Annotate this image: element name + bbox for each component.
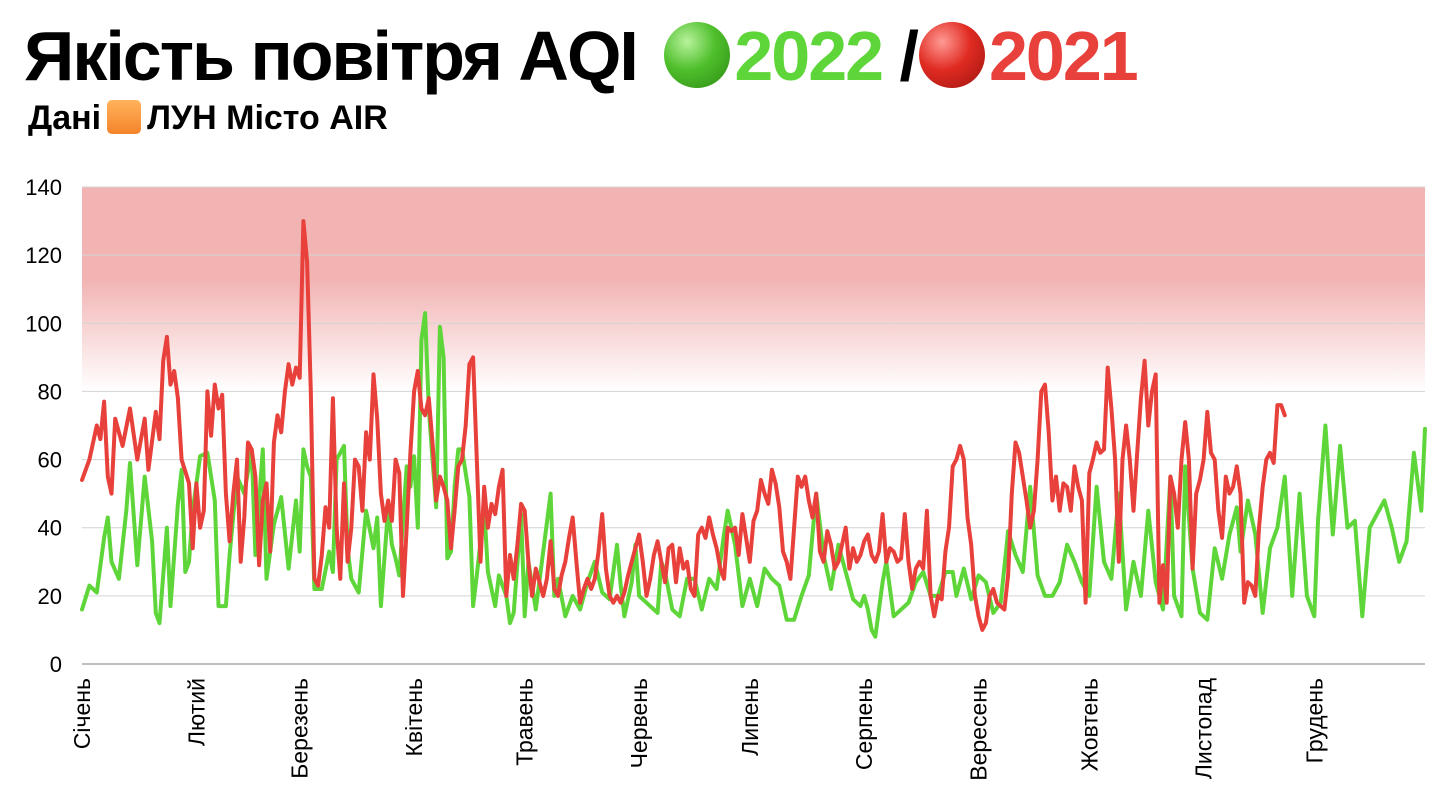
x-tick-label: Грудень <box>1301 678 1327 763</box>
danger-band-layer <box>82 187 1425 392</box>
subtitle-source: ЛУН Місто AIR <box>147 99 388 137</box>
subtitle-prefix: Дані <box>28 99 102 137</box>
x-axis: Січень Лютий Березень Квітень Травень Червень… <box>69 677 1327 780</box>
x-tick-label: Жовтень <box>1076 678 1102 771</box>
series-layer <box>80 219 1427 639</box>
y-tick-label: 0 <box>50 652 62 677</box>
x-tick-label: Січень <box>69 678 95 749</box>
x-tick-label: Червень <box>626 678 652 768</box>
title-main: Якість повітря AQI <box>24 17 639 95</box>
red-circle-icon <box>918 22 985 88</box>
green-circle-icon <box>664 22 731 88</box>
y-tick-label: 40 <box>38 516 62 541</box>
title-year-2022: 2022 <box>734 17 884 95</box>
y-axis: 0 20 40 60 80 100 120 140 <box>25 175 62 677</box>
chart-subtitle: Дані ЛУН Місто AIR <box>28 96 388 140</box>
y-tick-label: 60 <box>38 448 62 473</box>
y-tick-label: 140 <box>25 175 62 200</box>
y-tick-label: 20 <box>38 584 62 609</box>
x-tick-label: Липень <box>737 678 763 756</box>
y-tick-label: 80 <box>38 379 62 404</box>
title-year-2021: 2021 <box>988 17 1139 95</box>
y-tick-label: 120 <box>25 243 62 268</box>
danger-zone-band <box>82 187 1425 392</box>
x-tick-label: Вересень <box>966 678 992 781</box>
x-tick-label: Серпень <box>851 678 877 770</box>
series-line-2021 <box>80 219 1287 632</box>
chart-title: Якість повітря AQI 2022 / 2021 <box>24 14 1139 98</box>
x-tick-label: Травень <box>512 678 538 766</box>
x-tick-label: Лютий <box>183 678 209 746</box>
title-separator: / <box>899 17 920 95</box>
orange-square-icon <box>107 100 142 134</box>
y-tick-label: 100 <box>25 311 62 336</box>
x-tick-label: Березень <box>287 678 313 779</box>
x-tick-label: Квітень <box>401 678 427 756</box>
x-tick-label: Листопад <box>1191 677 1217 779</box>
